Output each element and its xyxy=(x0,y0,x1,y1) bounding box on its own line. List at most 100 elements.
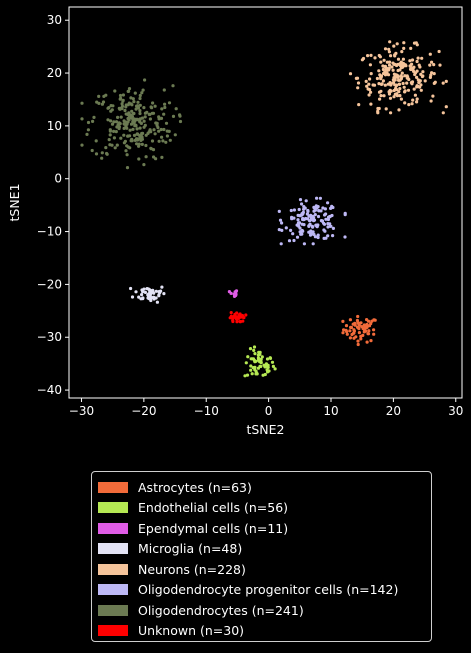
data-point xyxy=(121,99,125,103)
data-point xyxy=(106,118,110,122)
data-point xyxy=(380,82,384,86)
data-point xyxy=(109,119,113,123)
data-point xyxy=(417,80,421,85)
data-point xyxy=(399,77,403,81)
data-point xyxy=(152,291,156,295)
data-point xyxy=(356,321,360,325)
legend-swatch-unknown xyxy=(98,625,128,637)
data-point xyxy=(171,114,176,118)
data-point xyxy=(94,152,99,156)
data-point xyxy=(135,132,139,136)
data-point xyxy=(287,239,292,243)
y-tick-label: 10 xyxy=(47,119,62,133)
data-point xyxy=(168,138,172,142)
data-point xyxy=(114,120,119,124)
data-point xyxy=(393,54,397,58)
data-point xyxy=(300,202,304,206)
data-point xyxy=(160,107,164,111)
data-point xyxy=(407,77,411,82)
data-point xyxy=(329,206,333,210)
x-tick-label: −30 xyxy=(69,404,94,418)
data-point xyxy=(410,102,414,106)
data-point xyxy=(413,93,417,97)
data-point xyxy=(345,332,349,336)
data-point xyxy=(284,226,288,230)
data-point xyxy=(382,94,386,98)
data-point xyxy=(348,336,352,340)
data-point xyxy=(367,329,371,333)
data-point xyxy=(367,324,372,328)
data-point xyxy=(264,362,268,366)
data-point xyxy=(273,367,277,371)
data-point xyxy=(397,90,401,94)
data-point xyxy=(138,111,142,116)
data-point xyxy=(377,106,381,111)
data-point xyxy=(356,339,360,343)
legend-label-oligodendrocytes: Oligodendrocytes (n=241) xyxy=(138,602,304,618)
series-0-points xyxy=(341,314,377,347)
data-point xyxy=(396,57,401,61)
legend-label-endothelial-cells: Endothelial cells (n=56) xyxy=(138,500,289,516)
data-point xyxy=(296,218,300,222)
data-point xyxy=(420,56,424,60)
data-point xyxy=(369,102,373,106)
data-point xyxy=(231,318,235,322)
data-point xyxy=(114,130,118,134)
data-point xyxy=(377,82,381,86)
data-point xyxy=(277,209,281,213)
data-point xyxy=(326,201,330,205)
data-point xyxy=(379,60,383,64)
data-point xyxy=(314,223,318,227)
data-point xyxy=(302,223,306,227)
data-point xyxy=(408,59,412,63)
data-point xyxy=(150,139,155,143)
data-point xyxy=(163,102,167,106)
data-point xyxy=(430,60,434,64)
data-point xyxy=(356,81,361,85)
data-point xyxy=(388,88,392,92)
legend-swatch-neurons xyxy=(98,563,128,575)
data-point xyxy=(301,210,305,214)
data-point xyxy=(382,58,386,62)
data-point xyxy=(297,207,301,212)
data-point xyxy=(403,101,407,105)
data-point xyxy=(277,228,281,232)
y-tick-label: −20 xyxy=(37,277,62,291)
data-point xyxy=(365,84,369,88)
data-point xyxy=(395,92,399,96)
y-tick-label: −30 xyxy=(37,330,62,344)
data-point xyxy=(360,325,364,329)
legend-item-astrocytes: Astrocytes (n=63) xyxy=(98,477,431,498)
data-point xyxy=(381,79,385,83)
data-point xyxy=(302,207,306,211)
data-point xyxy=(173,133,177,137)
data-point xyxy=(415,100,419,104)
data-point xyxy=(131,120,135,124)
data-point xyxy=(251,366,255,370)
data-point xyxy=(157,139,161,143)
data-point xyxy=(143,115,147,119)
data-point xyxy=(352,331,356,335)
legend-item-oligodendrocytes: Oligodendrocytes (n=241) xyxy=(98,600,431,621)
legend-swatch-oligodendrocyte-progenitor-cells xyxy=(98,584,128,596)
data-point xyxy=(160,135,164,139)
data-point xyxy=(238,312,242,316)
data-point xyxy=(395,88,399,92)
data-point xyxy=(391,68,395,72)
data-point xyxy=(387,92,392,96)
data-point xyxy=(367,82,371,86)
data-point xyxy=(402,85,406,89)
data-point xyxy=(310,224,314,228)
data-point xyxy=(113,89,117,93)
data-point xyxy=(238,319,242,324)
data-point xyxy=(157,293,161,297)
data-point xyxy=(377,90,382,94)
data-point xyxy=(372,328,376,332)
data-point xyxy=(116,123,120,127)
data-point xyxy=(331,226,335,230)
data-point xyxy=(113,146,117,150)
data-point xyxy=(392,95,396,99)
data-point xyxy=(312,219,316,223)
data-point xyxy=(142,163,146,167)
data-point xyxy=(368,77,372,81)
